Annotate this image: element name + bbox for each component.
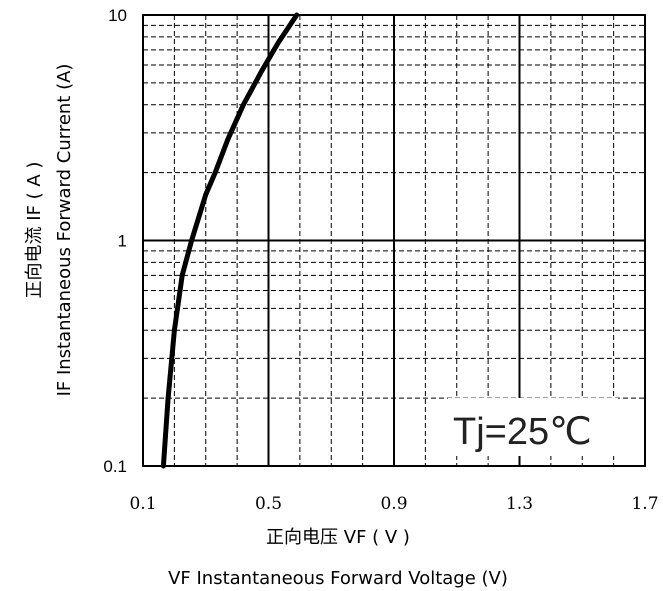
- series-line-0: [160, 12, 300, 469]
- x-axis-label-cn: 正向电压 VF ( V ): [266, 527, 410, 548]
- x-tick-label: 1.3: [506, 494, 533, 514]
- x-tick-label: 1.7: [631, 494, 658, 514]
- grid-major: [143, 15, 645, 466]
- x-axis-label-en: VF Instantaneous Forward Voltage (V): [168, 568, 508, 589]
- x-tick-label: 0.5: [255, 494, 282, 514]
- y-tick-label: 10: [108, 6, 127, 25]
- y-axis-label-cn: 正向电流 IF ( A ): [24, 162, 45, 299]
- x-tick-label: 0.9: [380, 494, 407, 514]
- y-tick-labels: 0.1 1 10: [103, 6, 127, 476]
- y-axis-label-en: IF Instantaneous Forward Current (A): [54, 64, 75, 397]
- series-layer: [160, 12, 300, 469]
- x-tick-labels: 0.1 0.5 0.9 1.3 1.7: [129, 494, 658, 514]
- annotation-box: Tj=25℃: [448, 398, 618, 456]
- annotation-temperature: Tj=25℃: [453, 411, 592, 453]
- x-tick-label: 0.1: [129, 494, 156, 514]
- plot-frame: [142, 14, 646, 467]
- y-tick-label: 0.1: [103, 457, 127, 476]
- y-tick-label: 1: [118, 232, 127, 251]
